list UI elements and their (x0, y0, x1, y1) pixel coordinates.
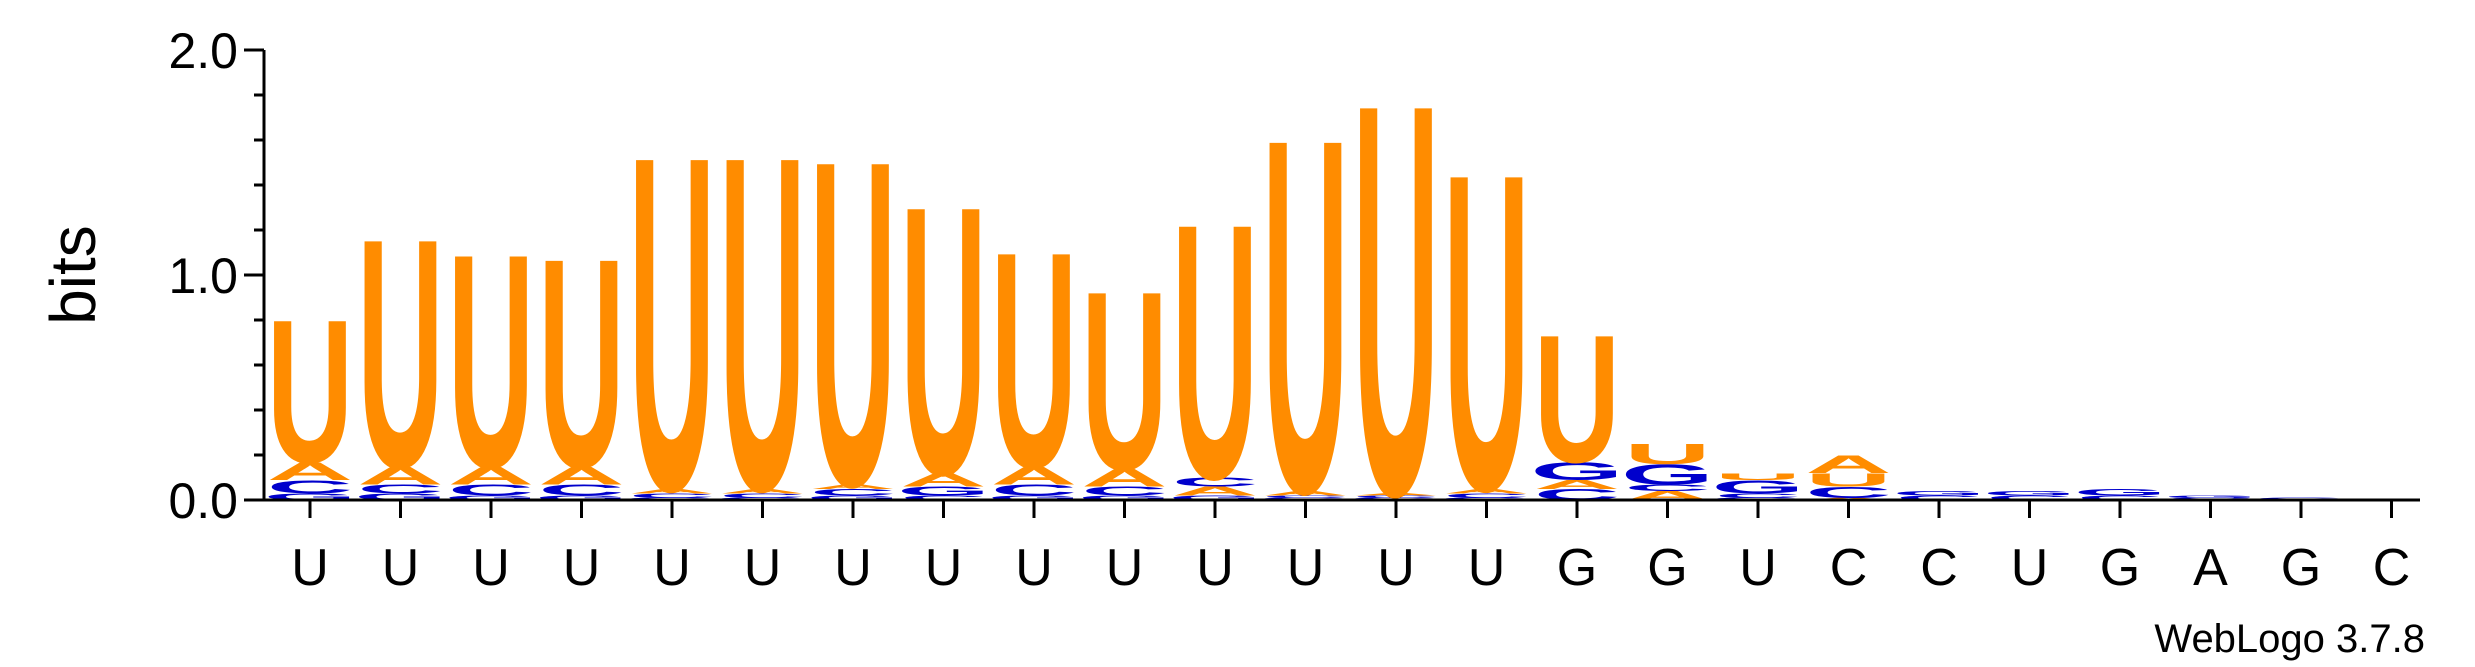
logo-letter-A: A (900, 470, 986, 491)
x-tick-label: U (1287, 539, 1325, 597)
logo-letter-U: U (1172, 148, 1258, 555)
x-tick-label: G (2281, 539, 2321, 597)
logo-letter-G: G (897, 484, 990, 498)
y-tick-label: 0.0 (168, 473, 238, 529)
logo-letter-C: C (1715, 492, 1801, 499)
logo-letter-U: U (357, 171, 443, 536)
logo-letter-A: A (810, 483, 896, 490)
logo-letter-A: A (448, 462, 534, 490)
logo-letter-U: U (1353, 0, 1439, 612)
logo-letter-A: A (629, 488, 715, 495)
x-tick-label: G (1557, 539, 1597, 597)
logo-letter-C: C (1986, 494, 2072, 501)
logo-letter-A: A (357, 462, 443, 490)
x-tick-label: U (1015, 539, 1053, 597)
x-tick-label: G (1647, 539, 1687, 597)
logo-letter-C: C (448, 481, 534, 499)
logo-letter-G: G (988, 494, 1081, 501)
logo-letter-C: C (1172, 475, 1258, 489)
x-tick-label: U (925, 539, 963, 597)
x-tick-label: U (472, 539, 510, 597)
x-tick-label: U (1377, 539, 1415, 597)
logo-letter-U: U (448, 191, 534, 532)
logo-letter-A: A (1262, 490, 1348, 497)
logo-letter-G: G (1893, 490, 1986, 497)
logo-letter-C: C (2077, 494, 2163, 501)
logo-letter-U: U (1624, 439, 1710, 471)
x-tick-label: U (1196, 539, 1234, 597)
x-tick-label: U (1468, 539, 1506, 597)
logo-letter-G: G (1983, 490, 2076, 497)
logo-letter-C: C (1443, 492, 1529, 499)
logo-letter-C: C (719, 492, 805, 499)
logo-letter-A: A (538, 462, 624, 490)
x-tick-label: U (744, 539, 782, 597)
logo-letter-A: A (1443, 488, 1529, 495)
logo-letter-A: A (267, 457, 353, 485)
logo-letter-G: G (1712, 476, 1805, 497)
logo-letter-U: U (900, 127, 986, 555)
logo-letter-G: G (1531, 457, 1624, 485)
x-tick-label: U (291, 539, 329, 597)
logo-letter-C: C (538, 481, 624, 499)
logo-letter-C: C (1896, 494, 1982, 501)
logo-letter-U: U (1081, 239, 1167, 523)
logo-letter-C: C (1805, 484, 1891, 502)
logo-letter-A: A (991, 462, 1077, 490)
logo-letter-G: G (1621, 459, 1714, 491)
logo-letter-A: A (1805, 451, 1891, 479)
x-tick-label: C (1830, 539, 1868, 597)
logo-letter-G: G (1169, 494, 1262, 501)
logo-letter-U: U (1534, 297, 1620, 500)
weblogo-credit: WebLogo 3.7.8 (2154, 617, 2425, 661)
x-tick-label: C (2373, 539, 2411, 597)
logo-letter-G: G (2164, 495, 2257, 498)
logo-letter-U: U (538, 197, 624, 531)
logo-letter-A: A (1172, 484, 1258, 498)
logo-letter-U: U (1715, 471, 1801, 482)
logo-letter-C: C (1353, 495, 1439, 498)
logo-letter-A: A (1353, 493, 1439, 496)
logo-letter-C: C (900, 494, 986, 501)
logo-letter-A: A (719, 488, 805, 495)
x-tick-label: U (834, 539, 872, 597)
x-tick-label: U (653, 539, 691, 597)
logo-letter-G: G (535, 494, 628, 501)
logo-letter-G: G (445, 494, 538, 501)
logo-letter-C: C (1081, 484, 1167, 498)
x-tick-label: U (563, 539, 601, 597)
x-tick-label: U (2011, 539, 2049, 597)
logo-letter-U: U (1805, 470, 1891, 491)
x-tick-label: U (382, 539, 420, 597)
x-tick-label: A (2193, 539, 2228, 597)
logo-letter-C: C (1262, 495, 1348, 498)
logo-letter-C: C (1624, 482, 1710, 493)
logo-letter-C: C (629, 492, 715, 499)
logo-letter-C: C (357, 482, 443, 496)
logo-letter-U: U (810, 64, 896, 583)
logo-letter-G: G (1078, 494, 1171, 501)
logo-letter-U: U (991, 189, 1077, 532)
x-tick-label: G (2100, 539, 2140, 597)
x-tick-label: C (1920, 539, 1958, 597)
y-axis-label: bits (37, 225, 109, 325)
y-axis-ticks: 0.0 1.0 2.0 (168, 23, 264, 529)
logo-letter-A: A (1081, 464, 1167, 492)
logo-letter-C: C (267, 476, 353, 497)
y-tick-label: 1.0 (168, 248, 238, 304)
logo-letter-G: G (807, 494, 900, 501)
logo-letter-C: C (810, 487, 896, 498)
logo-letter-G: G (2074, 487, 2167, 498)
logo-letter-U: U (267, 279, 353, 506)
logo-letter-G: G (264, 491, 357, 502)
logo-letter-A: A (1534, 477, 1620, 491)
logo-letter-C: C (991, 481, 1077, 499)
y-tick-label: 2.0 (168, 23, 238, 79)
x-tick-label: U (1106, 539, 1144, 597)
logo-letter-G: G (354, 491, 447, 502)
x-tick-label: U (1739, 539, 1777, 597)
